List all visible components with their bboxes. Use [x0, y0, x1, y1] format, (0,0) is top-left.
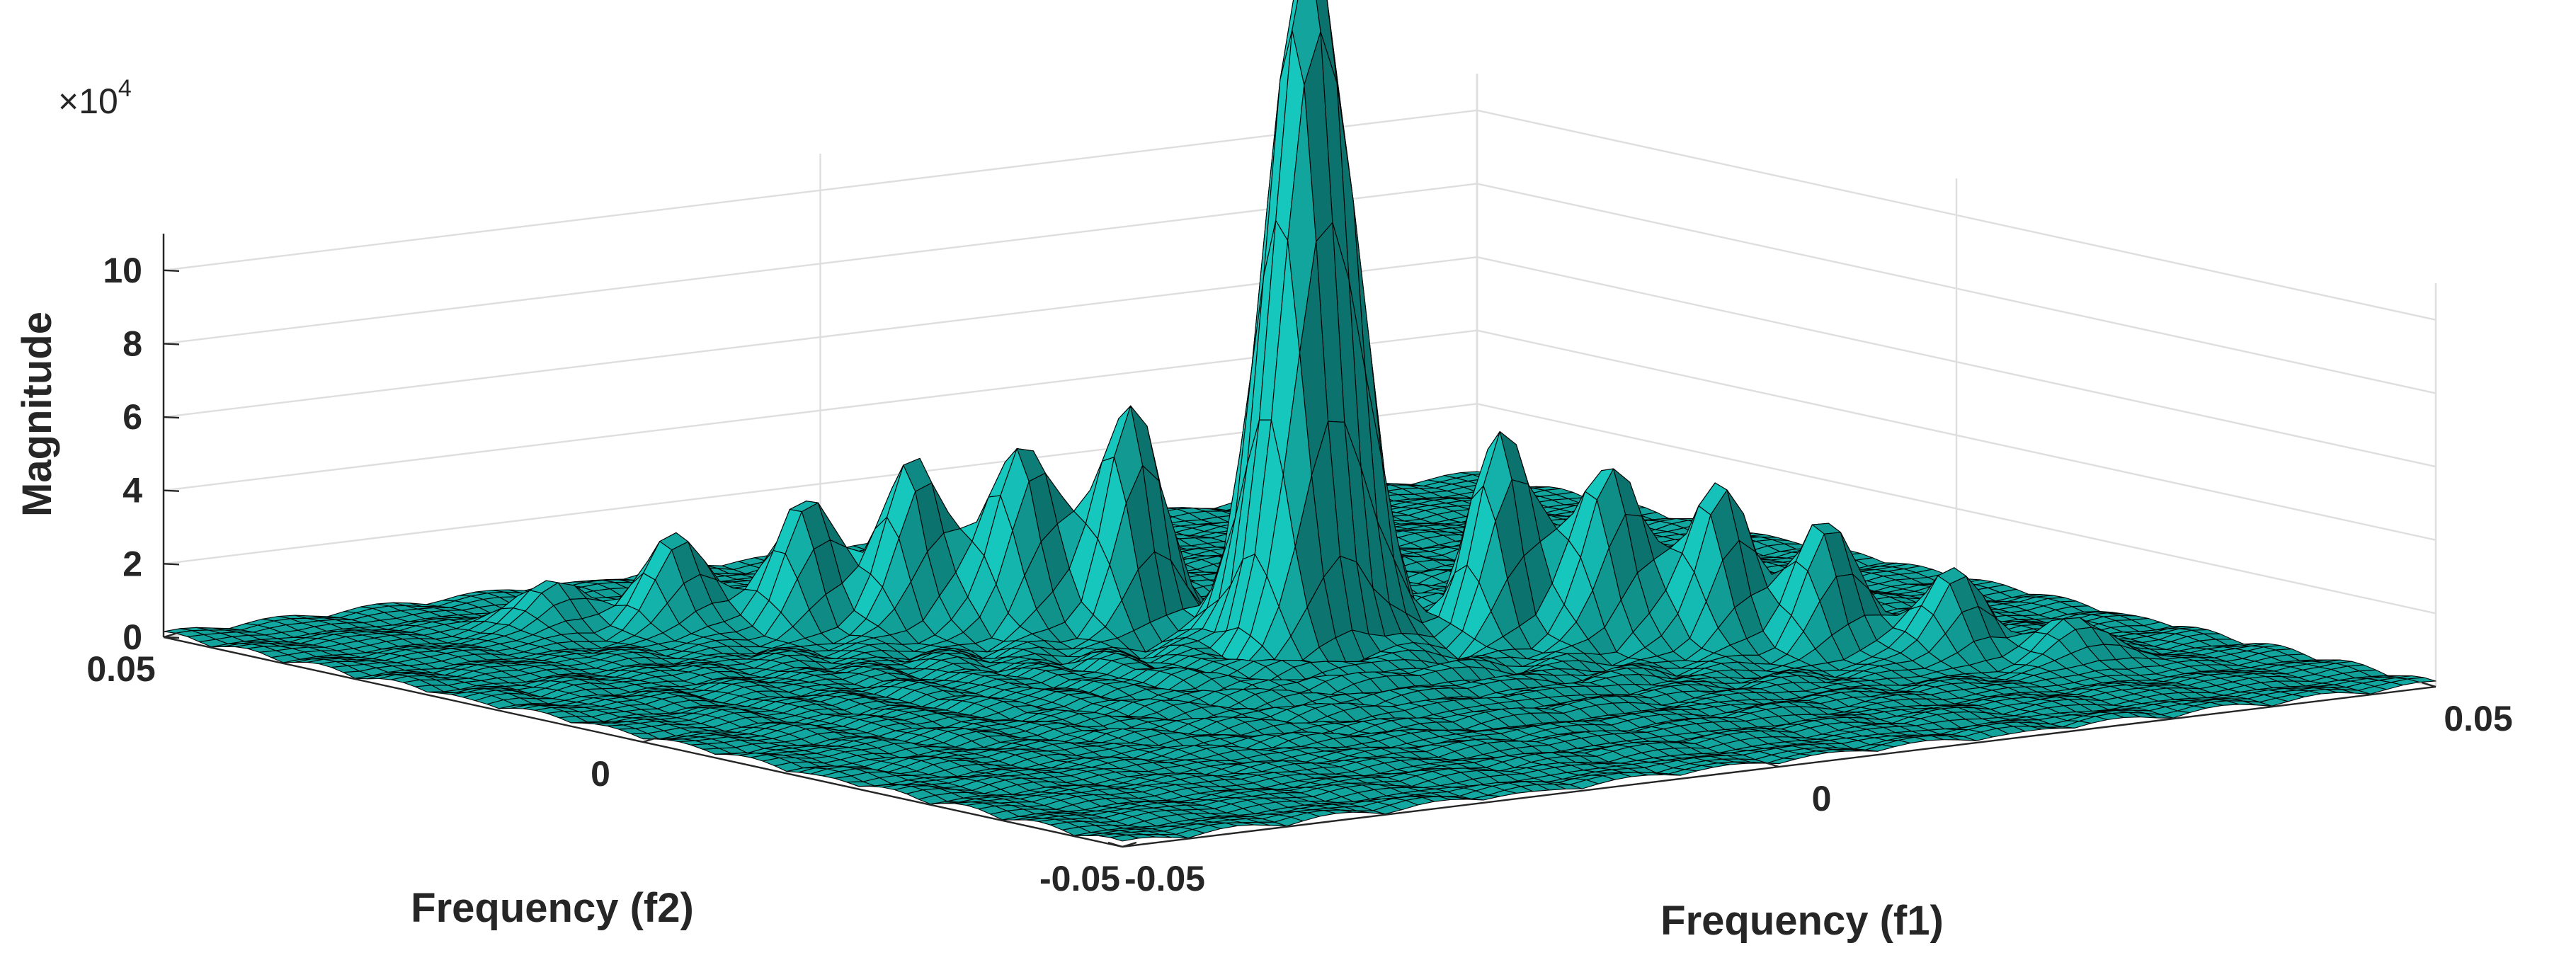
- surface-mesh: [163, 0, 2437, 842]
